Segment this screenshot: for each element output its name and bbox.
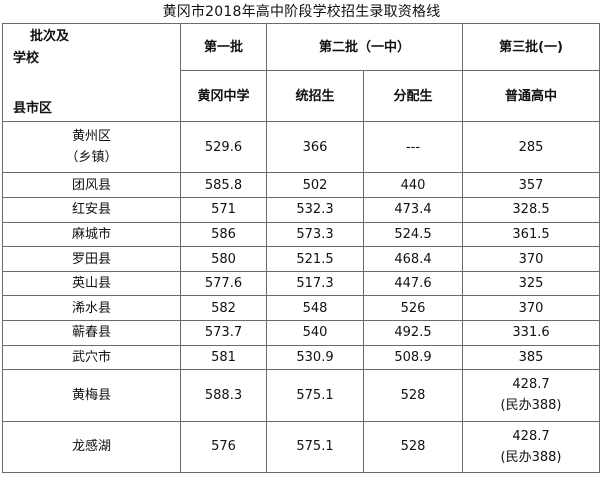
unified-score: 521.5 xyxy=(266,246,364,272)
table-row: 红安县 571 532.3 473.4 328.5 xyxy=(2,196,601,223)
unified-score: 517.3 xyxy=(266,270,364,297)
district-name: 英山县 xyxy=(2,270,181,297)
unified-score: 540 xyxy=(266,320,364,346)
unified-score: 573.3 xyxy=(266,221,364,248)
private-school-score: (民办388) xyxy=(500,398,562,414)
table-row: 罗田县 580 521.5 468.4 370 xyxy=(2,246,601,272)
corner-header-cell: 批次及 学校 县市区 xyxy=(2,23,181,122)
table-row: 龙感湖 576 575.1 528 428.7 (民办388) xyxy=(2,420,601,474)
third-batch-score-cell: 428.7 (民办388) xyxy=(462,420,601,474)
third-batch-score: 285 xyxy=(462,120,601,174)
allocated-score: 526 xyxy=(362,295,464,322)
first-batch-score: 571 xyxy=(180,196,267,223)
school-header-general-high: 普通高中 xyxy=(462,70,601,122)
district-name: 浠水县 xyxy=(2,295,181,322)
third-batch-score: 328.5 xyxy=(462,196,601,223)
third-batch-score: 385 xyxy=(462,344,601,371)
district-subname: （乡镇） xyxy=(65,150,118,166)
allocated-score: 528 xyxy=(362,420,464,474)
corner-label-batch: 批次及 xyxy=(30,29,70,44)
header-row-batches: 批次及 学校 县市区 第一批 第二批（一中） 第三批(一) xyxy=(2,23,601,122)
table-row: 蕲春县 573.7 540 492.5 331.6 xyxy=(2,320,601,346)
allocated-score: --- xyxy=(362,120,464,174)
first-batch-score: 576 xyxy=(180,420,267,474)
allocated-score: 473.4 xyxy=(362,196,464,223)
third-batch-score-cell: 428.7 (民办388) xyxy=(462,369,601,422)
district-name: 麻城市 xyxy=(2,221,181,248)
third-batch-score: 428.7 xyxy=(512,428,550,444)
third-batch-score: 370 xyxy=(462,295,601,322)
district-name: 龙感湖 xyxy=(2,420,181,474)
first-batch-score: 586 xyxy=(180,221,267,248)
allocated-score: 508.9 xyxy=(362,344,464,371)
district-name: 武穴市 xyxy=(2,344,181,371)
first-batch-score: 580 xyxy=(180,246,267,272)
allocated-score: 468.4 xyxy=(362,246,464,272)
third-batch-score: 370 xyxy=(462,246,601,272)
third-batch-score: 428.7 xyxy=(512,377,550,393)
corner-label-district: 县市区 xyxy=(13,101,53,116)
batch-header-second: 第二批（一中） xyxy=(265,23,464,71)
corner-label-school: 学校 xyxy=(13,51,40,66)
admission-score-table: 批次及 学校 县市区 第一批 第二批（一中） 第三批(一) 黄冈中学 统招生 分… xyxy=(2,23,601,474)
district-name: 罗田县 xyxy=(2,246,181,272)
first-batch-score: 577.6 xyxy=(180,270,267,297)
first-batch-score: 582 xyxy=(180,295,267,322)
table-row: 浠水县 582 548 526 370 xyxy=(2,295,601,322)
allocated-score: 492.5 xyxy=(362,320,464,346)
table-row: 武穴市 581 530.9 508.9 385 xyxy=(2,344,601,371)
private-school-score: (民办388) xyxy=(500,449,562,465)
table-row: 黄梅县 588.3 575.1 528 428.7 (民办388) xyxy=(2,369,601,422)
allocated-score: 447.6 xyxy=(362,270,464,297)
batch-header-first: 第一批 xyxy=(180,23,267,71)
first-batch-score: 529.6 xyxy=(180,120,267,174)
allocated-score: 528 xyxy=(362,369,464,422)
unified-score: 502 xyxy=(266,172,364,198)
district-name: 黄梅县 xyxy=(2,369,181,422)
first-batch-score: 585.8 xyxy=(180,172,267,198)
district-name: 黄州区 xyxy=(71,129,111,145)
unified-score: 575.1 xyxy=(266,420,364,474)
district-name: 蕲春县 xyxy=(2,320,181,346)
table-row: 麻城市 586 573.3 524.5 361.5 xyxy=(2,221,601,248)
table-row: 团风县 585.8 502 440 357 xyxy=(2,172,601,198)
table-title: 黄冈市2018年高中阶段学校招生录取资格线 xyxy=(162,4,441,20)
third-batch-score: 357 xyxy=(462,172,601,198)
allocated-score: 524.5 xyxy=(362,221,464,248)
allocated-score: 440 xyxy=(362,172,464,198)
school-header-allocated: 分配生 xyxy=(362,70,464,122)
table-row: 黄州区 （乡镇） 529.6 366 --- 285 xyxy=(2,120,601,174)
batch-header-third: 第三批(一) xyxy=(462,23,601,71)
first-batch-score: 588.3 xyxy=(180,369,267,422)
unified-score: 575.1 xyxy=(266,369,364,422)
district-name: 红安县 xyxy=(2,196,181,223)
third-batch-score: 331.6 xyxy=(462,320,601,346)
unified-score: 366 xyxy=(266,120,364,174)
first-batch-score: 573.7 xyxy=(180,320,267,346)
third-batch-score: 325 xyxy=(462,270,601,297)
school-header-huanggang: 黄冈中学 xyxy=(180,70,267,122)
district-cell: 黄州区 （乡镇） xyxy=(2,120,181,174)
header-row-schools: 黄冈中学 统招生 分配生 普通高中 xyxy=(3,70,601,122)
table-row: 英山县 577.6 517.3 447.6 325 xyxy=(2,270,601,297)
first-batch-score: 581 xyxy=(180,344,267,371)
district-name: 团风县 xyxy=(2,172,181,198)
school-header-unified: 统招生 xyxy=(266,70,364,122)
unified-score: 530.9 xyxy=(266,344,364,371)
third-batch-score: 361.5 xyxy=(462,221,601,248)
unified-score: 532.3 xyxy=(266,196,364,223)
unified-score: 548 xyxy=(266,295,364,322)
